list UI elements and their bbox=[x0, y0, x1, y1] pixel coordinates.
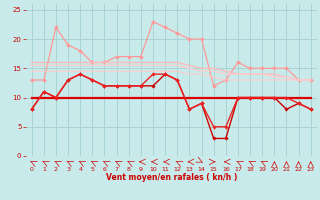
X-axis label: Vent moyen/en rafales ( kn/h ): Vent moyen/en rafales ( kn/h ) bbox=[106, 174, 237, 182]
